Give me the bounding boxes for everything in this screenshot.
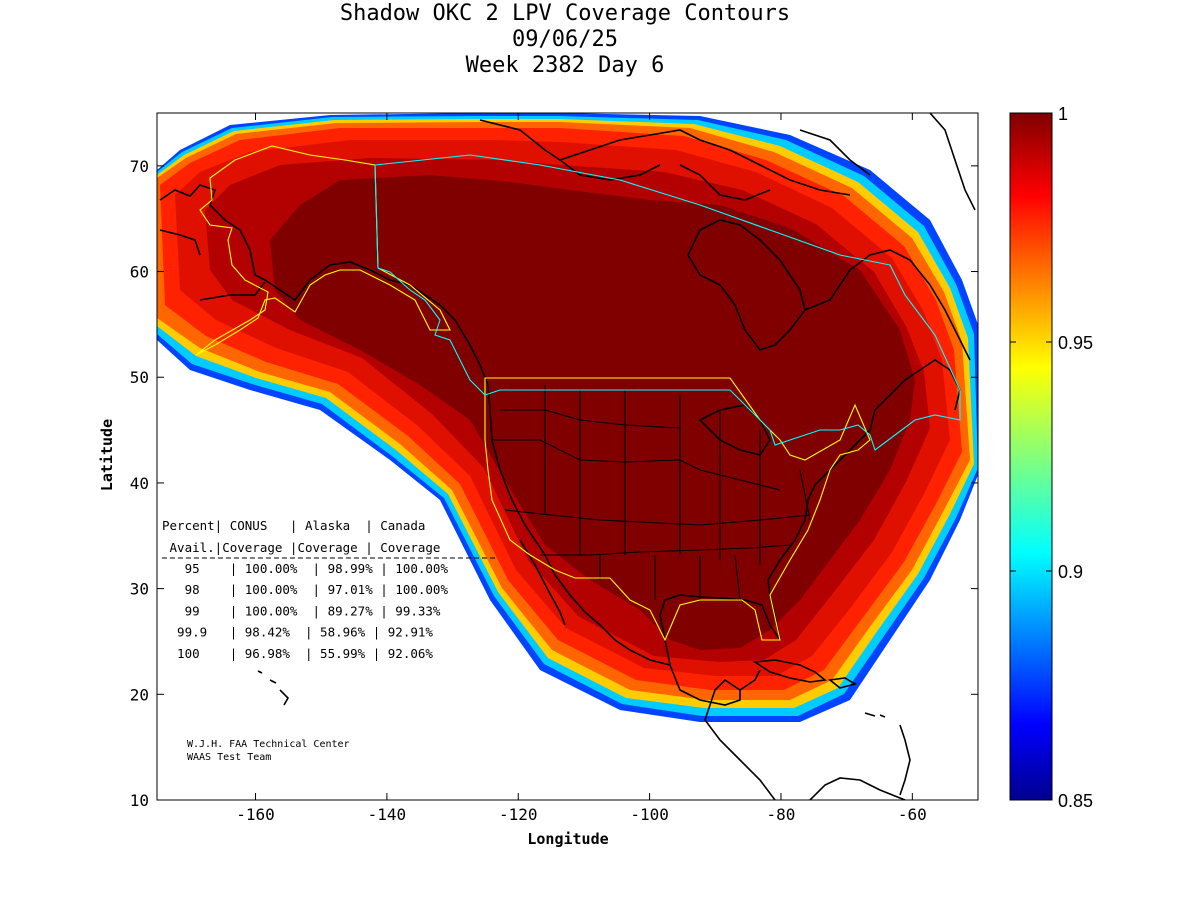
colorbar-tick-label: 1	[1058, 104, 1068, 124]
stats-row: 99 | 100.00% | 89.27% | 99.33%	[162, 603, 441, 618]
title-line-3: Week 2382 Day 6	[465, 53, 665, 78]
credit-line-2: WAAS Test Team	[187, 752, 271, 763]
colorbar-tick-label: 0.85	[1058, 791, 1093, 811]
colorbar-ticks: 1 0.95 0.9 0.85	[1010, 104, 1093, 811]
stats-header-2: Avail.|Coverage |Coverage | Coverage	[162, 540, 440, 555]
stats-row: 100 | 96.98% | 55.99% | 92.06%	[162, 646, 433, 661]
x-tick-label: -120	[499, 805, 538, 824]
title-line-2: 09/06/25	[512, 27, 618, 52]
x-tick-label: -140	[368, 805, 407, 824]
colorbar-tick-label: 0.95	[1058, 333, 1093, 353]
state-boundaries	[492, 385, 811, 601]
x-axis-ticks: -160 -140 -120 -100 -80 -60	[236, 113, 927, 824]
colorbar	[1009, 112, 1053, 801]
stats-table: Percent| CONUS | Alaska | Canada Avail.|…	[162, 518, 495, 661]
y-tick-label: 10	[130, 791, 149, 810]
coverage-contours	[157, 113, 978, 800]
y-tick-label: 50	[130, 368, 149, 387]
contour-core	[270, 175, 915, 650]
stats-row: 95 | 100.00% | 98.99% | 100.00%	[162, 561, 448, 576]
x-tick-label: -60	[898, 805, 927, 824]
x-tick-label: -160	[236, 805, 275, 824]
chart-title: Shadow OKC 2 LPV Coverage Contours 09/06…	[0, 1, 1130, 79]
x-axis-label: Longitude	[527, 830, 608, 848]
plot-frame	[156, 112, 979, 801]
credit-line-1: W.J.H. FAA Technical Center	[187, 739, 350, 750]
x-tick-label: -100	[630, 805, 669, 824]
y-tick-label: 40	[130, 474, 149, 493]
colorbar-tick-label: 0.9	[1058, 562, 1083, 582]
stats-row: 98 | 100.00% | 97.01% | 100.00%	[162, 582, 448, 597]
title-line-1: Shadow OKC 2 LPV Coverage Contours	[339, 1, 791, 26]
y-tick-label: 70	[130, 157, 149, 176]
y-tick-label: 30	[130, 580, 149, 599]
x-tick-label: -80	[767, 805, 796, 824]
y-axis-label: Latitude	[98, 419, 116, 491]
y-tick-label: 20	[130, 685, 149, 704]
stats-header-1: Percent| CONUS | Alaska | Canada	[162, 518, 425, 533]
region-outlines	[195, 145, 961, 642]
stats-row: 99.9 | 98.42% | 58.96% | 92.91%	[162, 625, 433, 640]
y-tick-label: 60	[130, 263, 149, 282]
y-axis-ticks: 10 20 30 40 50 60 70	[130, 157, 978, 810]
